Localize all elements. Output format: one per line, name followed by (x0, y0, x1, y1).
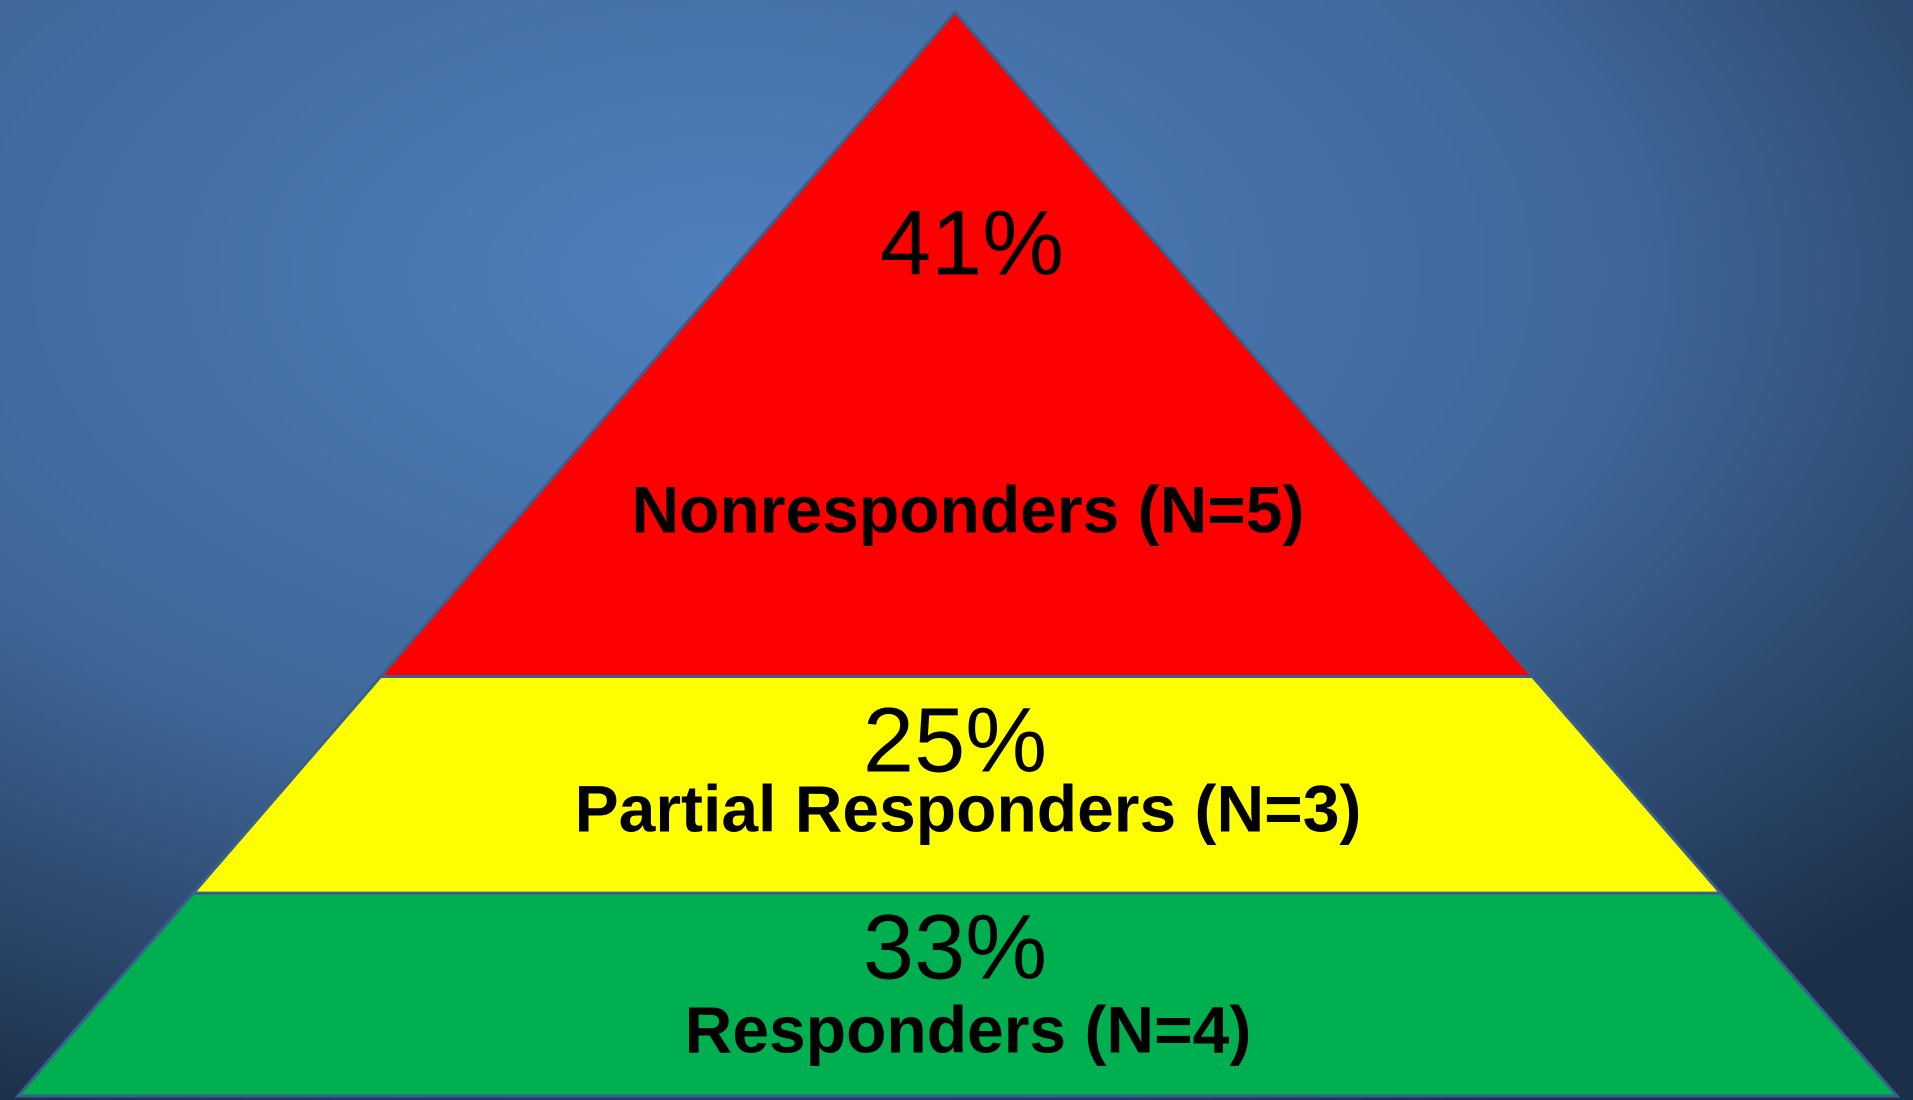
category-label: Partial Responders (N=3) (575, 771, 1362, 845)
value-label: 25% (863, 689, 1047, 791)
category-label: Responders (N=4) (685, 992, 1252, 1066)
pyramid-layer (14, 891, 1901, 1098)
value-label: 41% (880, 192, 1064, 294)
value-label: 33% (863, 896, 1047, 998)
category-label: Nonresponders (N=5) (632, 472, 1305, 546)
